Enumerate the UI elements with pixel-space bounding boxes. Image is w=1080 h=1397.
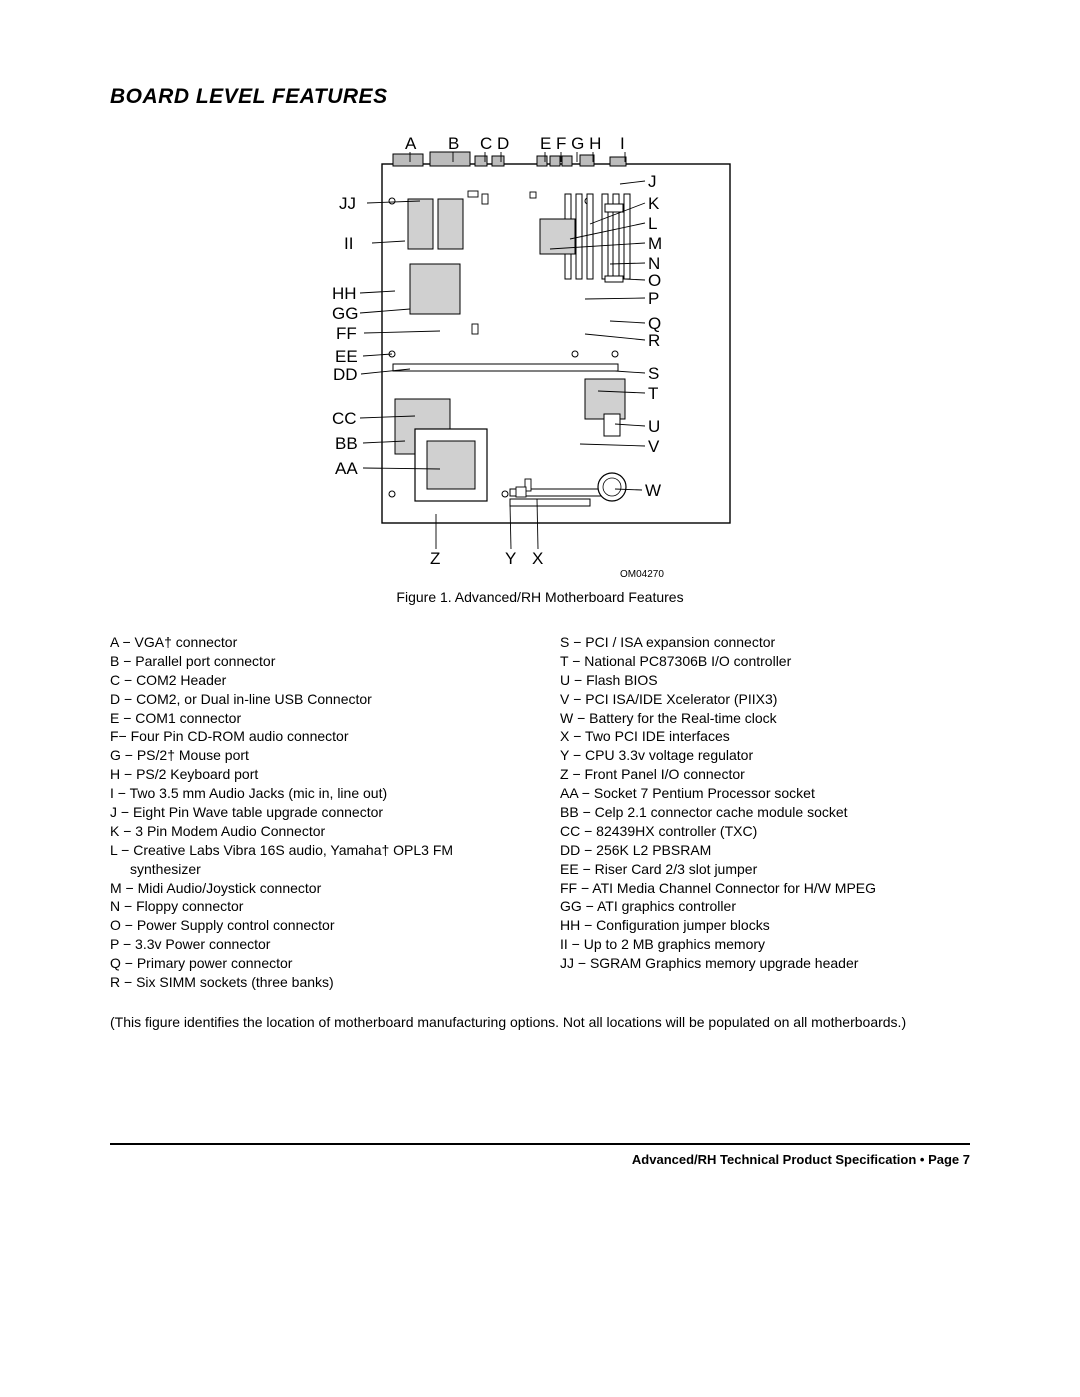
legend-item: V − PCI ISA/IDE Xcelerator (PIIX3) <box>560 690 970 709</box>
legend-item: A − VGA† connector <box>110 633 520 652</box>
legend-item: I − Two 3.5 mm Audio Jacks (mic in, line… <box>110 784 520 803</box>
legend-item: JJ − SGRAM Graphics memory upgrade heade… <box>560 954 970 973</box>
legend-item: HH − Configuration jumper blocks <box>560 916 970 935</box>
legend-item: G − PS/2† Mouse port <box>110 746 520 765</box>
legend-item: Z − Front Panel I/O connector <box>560 765 970 784</box>
legend-item: GG − ATI graphics controller <box>560 897 970 916</box>
legend-item: O − Power Supply control connector <box>110 916 520 935</box>
legend-item: AA − Socket 7 Pentium Processor socket <box>560 784 970 803</box>
legend-left-column: A − VGA† connectorB − Parallel port conn… <box>110 633 520 992</box>
legend-item: FF − ATI Media Channel Connector for H/W… <box>560 879 970 898</box>
diagram-callout-label: L <box>648 214 657 234</box>
diagram-callout-label: O <box>648 271 661 291</box>
diagram-callout-label: AA <box>335 459 358 479</box>
diagram-callout-label: B <box>448 134 459 154</box>
diagram-callout-label: EE <box>335 347 358 367</box>
legend-columns: A − VGA† connectorB − Parallel port conn… <box>110 633 970 992</box>
diagram-callout-label: DD <box>333 365 358 385</box>
diagram-callout-label: I <box>620 134 625 154</box>
diagram-callout-label: E F G H <box>540 134 601 154</box>
legend-item: R − Six SIMM sockets (three banks) <box>110 973 520 992</box>
diagram-callout-label: FF <box>336 324 357 344</box>
legend-item: T − National PC87306B I/O controller <box>560 652 970 671</box>
diagram-callout-label: Z <box>430 549 440 569</box>
diagram-callout-label: II <box>344 234 353 254</box>
section-title: BOARD LEVEL FEATURES <box>110 85 970 109</box>
legend-item: P − 3.3v Power connector <box>110 935 520 954</box>
diagram-callout-label: U <box>648 417 660 437</box>
legend-item: U − Flash BIOS <box>560 671 970 690</box>
diagram-callout-label: K <box>648 194 659 214</box>
legend-item: B − Parallel port connector <box>110 652 520 671</box>
diagram-callout-label: CC <box>332 409 357 429</box>
figure-caption: Figure 1. Advanced/RH Motherboard Featur… <box>110 589 970 605</box>
legend-item: DD − 256K L2 PBSRAM <box>560 841 970 860</box>
diagram-callout-label: S <box>648 364 659 384</box>
diagram-callout-label: JJ <box>339 194 356 214</box>
legend-item: W − Battery for the Real-time clock <box>560 709 970 728</box>
legend-item: Y − CPU 3.3v voltage regulator <box>560 746 970 765</box>
motherboard-diagram: ABC DE F G HIJJIIHHGGFFEEDDCCBBAAJKLMNOP… <box>110 109 970 579</box>
legend-item: synthesizer <box>110 860 520 879</box>
diagram-callout-label: W <box>645 481 661 501</box>
diagram-callout-label: Y <box>505 549 516 569</box>
legend-item: K − 3 Pin Modem Audio Connector <box>110 822 520 841</box>
legend-item: EE − Riser Card 2/3 slot jumper <box>560 860 970 879</box>
diagram-callout-label: P <box>648 289 659 309</box>
diagram-callout-label: V <box>648 437 659 457</box>
diagram-callout-label: HH <box>332 284 357 304</box>
diagram-callout-label: J <box>648 172 657 192</box>
legend-item: BB − Celp 2.1 connector cache module soc… <box>560 803 970 822</box>
legend-item: J − Eight Pin Wave table upgrade connect… <box>110 803 520 822</box>
diagram-callout-label: C D <box>480 134 509 154</box>
legend-item: X − Two PCI IDE interfaces <box>560 727 970 746</box>
legend-item: S − PCI / ISA expansion connector <box>560 633 970 652</box>
legend-item: Q − Primary power connector <box>110 954 520 973</box>
diagram-callout-label: BB <box>335 434 358 454</box>
legend-item: C − COM2 Header <box>110 671 520 690</box>
legend-item: II − Up to 2 MB graphics memory <box>560 935 970 954</box>
diagram-callout-label: A <box>405 134 416 154</box>
footer-rule <box>110 1143 970 1145</box>
diagram-callout-label: X <box>532 549 543 569</box>
diagram-callout-label: R <box>648 331 660 351</box>
om-code: OM04270 <box>620 569 664 580</box>
legend-item: L − Creative Labs Vibra 16S audio, Yamah… <box>110 841 520 860</box>
footnote: (This figure identifies the location of … <box>110 1014 970 1030</box>
legend-item: F− Four Pin CD-ROM audio connector <box>110 727 520 746</box>
legend-right-column: S − PCI / ISA expansion connectorT − Nat… <box>560 633 970 992</box>
legend-item: E − COM1 connector <box>110 709 520 728</box>
legend-item: D − COM2, or Dual in-line USB Connector <box>110 690 520 709</box>
diagram-callout-label: M <box>648 234 662 254</box>
diagram-callout-label: GG <box>332 304 358 324</box>
legend-item: N − Floppy connector <box>110 897 520 916</box>
footer-text: Advanced/RH Technical Product Specificat… <box>632 1152 970 1167</box>
diagram-callout-label: T <box>648 384 658 404</box>
legend-item: M − Midi Audio/Joystick connector <box>110 879 520 898</box>
legend-item: H − PS/2 Keyboard port <box>110 765 520 784</box>
legend-item: CC − 82439HX controller (TXC) <box>560 822 970 841</box>
